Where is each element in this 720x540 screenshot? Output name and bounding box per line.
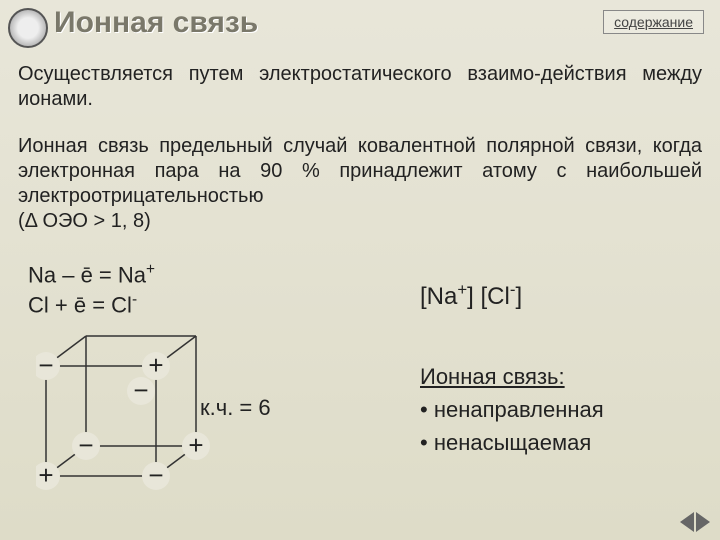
svg-text:+: + bbox=[148, 350, 163, 380]
svg-text:−: − bbox=[38, 350, 53, 380]
contents-link[interactable]: содержание bbox=[603, 10, 704, 34]
next-arrow-icon[interactable] bbox=[696, 512, 710, 532]
paragraph-1: Осуществляется путем электростатического… bbox=[18, 62, 702, 112]
cube-diagram: −−++−−+ bbox=[36, 326, 196, 506]
svg-text:−: − bbox=[133, 375, 148, 405]
coordination-number: к.ч. = 6 bbox=[200, 395, 271, 421]
formula-close: ] bbox=[515, 283, 522, 310]
property-1: • ненаправленная bbox=[420, 393, 604, 426]
svg-text:−: − bbox=[78, 430, 93, 460]
page-title: Ионная связь bbox=[54, 6, 258, 40]
property-2: • ненасыщаемая bbox=[420, 426, 604, 459]
eq-na-sup: + bbox=[146, 261, 155, 278]
prev-arrow-icon[interactable] bbox=[680, 512, 694, 532]
equation-na: Na – ē = Na+ bbox=[28, 260, 155, 290]
equation-cl: Cl + ē = Cl- bbox=[28, 290, 155, 320]
formula-na: [Na bbox=[420, 283, 457, 310]
eq-na-pre: Na – ē = Na bbox=[28, 262, 146, 287]
nav-arrows bbox=[680, 512, 710, 532]
svg-text:−: − bbox=[148, 460, 163, 490]
properties-heading: Ионная связь: bbox=[420, 360, 604, 393]
eq-cl-pre: Cl + ē = Cl bbox=[28, 292, 132, 317]
paragraph-2a: Ионная связь предельный случай ковалентн… bbox=[18, 135, 702, 207]
cube-svg: −−++−−+ bbox=[36, 326, 216, 506]
properties-block: Ионная связь: • ненаправленная • ненасыщ… bbox=[420, 360, 604, 459]
nacl-formula: [Na+] [Cl-] bbox=[420, 280, 522, 311]
eq-cl-sup: - bbox=[132, 291, 137, 308]
paragraph-2b: (Δ ОЭО > 1, 8) bbox=[18, 210, 151, 232]
equations-block: Na – ē = Na+ Cl + ē = Cl- bbox=[28, 260, 155, 320]
formula-na-charge: + bbox=[457, 280, 467, 299]
logo-badge bbox=[8, 8, 48, 48]
svg-text:+: + bbox=[188, 430, 203, 460]
formula-cl: ] [Cl bbox=[467, 283, 510, 310]
svg-text:+: + bbox=[38, 460, 53, 490]
paragraph-2: Ионная связь предельный случай ковалентн… bbox=[18, 134, 702, 234]
